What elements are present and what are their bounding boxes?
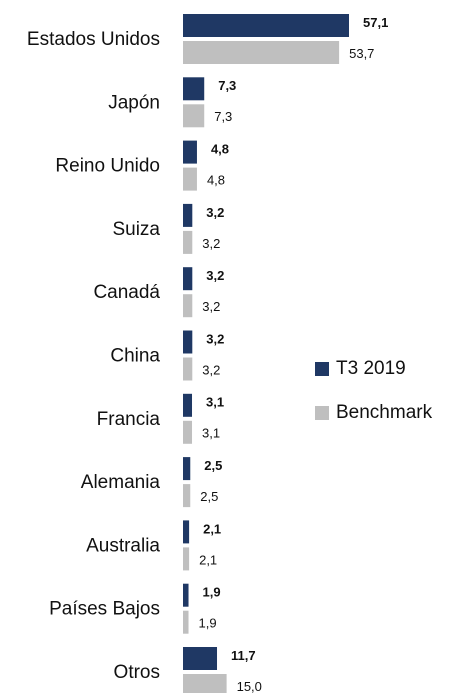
- bar: [183, 167, 197, 191]
- bar: [183, 104, 205, 128]
- value-label: 1,9: [203, 585, 221, 600]
- bar: [183, 357, 193, 381]
- bar: [183, 647, 218, 670]
- value-label: 3,2: [206, 268, 224, 283]
- value-label: 11,7: [231, 648, 256, 663]
- bar: [183, 420, 193, 444]
- value-label: 3,2: [206, 205, 224, 220]
- category-label: Estados Unidos: [27, 29, 160, 50]
- bar: [183, 610, 189, 634]
- legend-label: T3 2019: [336, 358, 406, 379]
- bar: [183, 520, 190, 544]
- value-label: 53,7: [349, 46, 374, 61]
- category-label: Francia: [97, 409, 161, 430]
- bar: [183, 484, 191, 508]
- value-label: 4,8: [211, 142, 229, 157]
- category-label: Australia: [86, 535, 160, 556]
- category-label: Reino Unido: [55, 156, 160, 177]
- value-label: 7,3: [214, 109, 232, 124]
- category-label: Países Bajos: [49, 599, 160, 620]
- value-label: 3,1: [206, 395, 224, 410]
- legend-swatch: [315, 362, 329, 376]
- value-label: 2,5: [204, 458, 222, 473]
- bar: [183, 330, 193, 354]
- value-label: 3,2: [202, 362, 220, 377]
- value-label: 4,8: [207, 173, 225, 188]
- value-label: 3,2: [202, 299, 220, 314]
- bar: [183, 41, 340, 64]
- bar: [183, 547, 190, 571]
- value-label: 3,1: [202, 426, 220, 441]
- value-label: 57,1: [363, 15, 388, 30]
- category-label: Canadá: [93, 282, 160, 303]
- bar: [183, 203, 193, 227]
- value-label: 1,9: [199, 616, 217, 631]
- legend-swatch: [315, 406, 329, 420]
- category-label: Japón: [108, 92, 160, 113]
- bar: [183, 14, 349, 37]
- value-label: 15,0: [237, 679, 262, 693]
- bar: [183, 583, 189, 607]
- category-label: Otros: [114, 662, 160, 683]
- bar: [183, 230, 193, 254]
- bar: [183, 294, 193, 318]
- category-label: Alemania: [81, 472, 161, 493]
- value-label: 2,1: [199, 552, 217, 567]
- bar: [183, 140, 197, 164]
- value-label: 3,2: [206, 331, 224, 346]
- value-label: 3,2: [202, 236, 220, 251]
- bar: [183, 457, 191, 481]
- bar: [183, 267, 193, 291]
- bar: [183, 393, 193, 417]
- category-label: Suiza: [112, 219, 160, 240]
- category-label: China: [110, 346, 160, 367]
- value-label: 7,3: [218, 78, 236, 93]
- value-label: 2,1: [203, 521, 221, 536]
- value-label: 2,5: [200, 489, 218, 504]
- bar: [183, 674, 227, 693]
- bar: [183, 77, 205, 101]
- legend-label: Benchmark: [336, 402, 433, 423]
